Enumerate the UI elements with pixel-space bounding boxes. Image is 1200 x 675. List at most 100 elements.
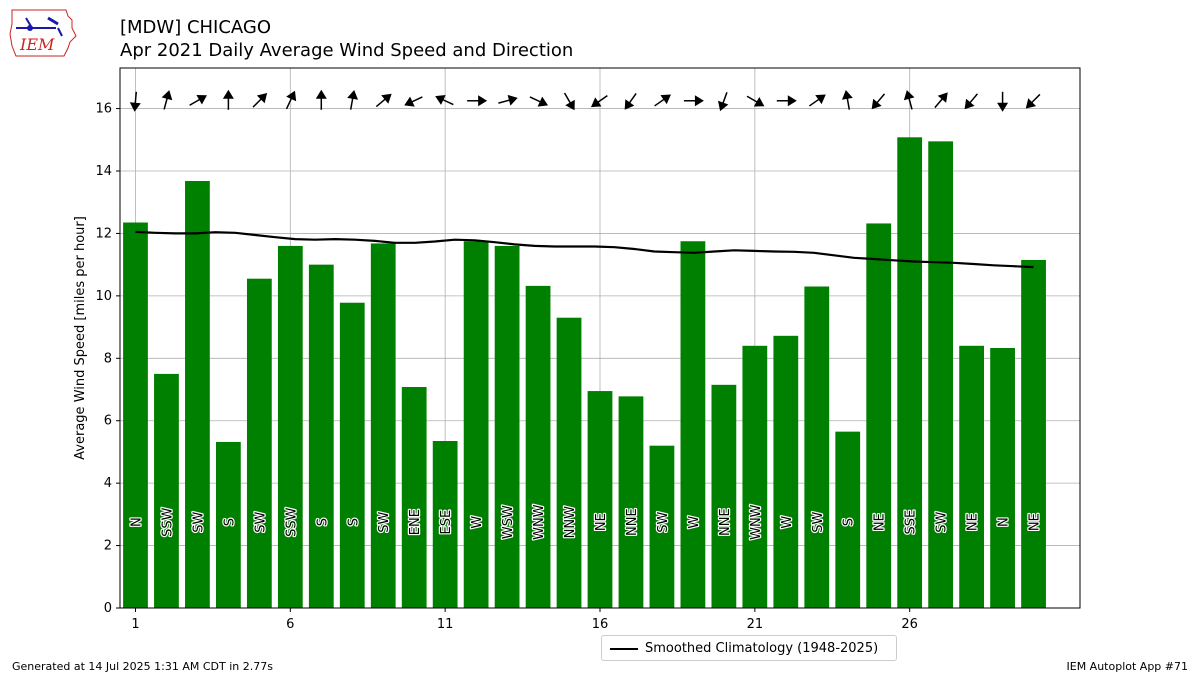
bar bbox=[618, 396, 644, 608]
direction-label: WSW bbox=[501, 505, 516, 539]
arrow-head bbox=[787, 95, 797, 107]
bar bbox=[587, 391, 613, 608]
iem-logo: IEM bbox=[6, 6, 80, 62]
bar bbox=[494, 245, 520, 609]
direction-label: SSW bbox=[284, 507, 299, 537]
direction-label: SSW bbox=[160, 507, 175, 537]
direction-label: NE bbox=[1028, 513, 1043, 531]
direction-label: S bbox=[315, 518, 330, 526]
arrow-head bbox=[256, 92, 268, 104]
direction-label: SW bbox=[253, 511, 268, 532]
wind-arrow bbox=[404, 96, 423, 107]
wind-arrow bbox=[563, 92, 575, 111]
arrow-head bbox=[841, 89, 853, 100]
arrow-shaft bbox=[189, 98, 201, 106]
arrow-shaft bbox=[934, 97, 944, 109]
direction-label: WNW bbox=[532, 504, 547, 540]
wind-arrow bbox=[435, 94, 454, 106]
wind-arrow bbox=[222, 89, 234, 110]
wind-arrow bbox=[624, 92, 637, 110]
x-tick-label: 6 bbox=[286, 617, 294, 632]
arrow-head bbox=[590, 97, 602, 108]
bar bbox=[401, 387, 427, 608]
direction-label: ESE bbox=[439, 510, 454, 535]
direction-label: SSE bbox=[904, 510, 919, 535]
x-tick-label: 11 bbox=[437, 617, 454, 632]
arrow-head bbox=[537, 96, 549, 107]
arrow-head bbox=[718, 100, 729, 112]
logo-text: IEM bbox=[19, 35, 55, 54]
wind-arrow bbox=[718, 92, 729, 112]
arrow-head bbox=[507, 94, 518, 106]
wind-arrow bbox=[285, 90, 297, 110]
bars bbox=[123, 137, 1046, 609]
bar bbox=[711, 384, 737, 608]
wind-arrow bbox=[903, 90, 915, 110]
bar bbox=[216, 441, 241, 608]
chart-title: [MDW] CHICAGO bbox=[120, 17, 272, 38]
bar bbox=[308, 264, 334, 608]
arrow-head bbox=[478, 95, 488, 107]
arrow-head bbox=[381, 93, 392, 104]
arrow-shaft bbox=[163, 97, 168, 110]
wind-arrow bbox=[347, 89, 359, 110]
x-tick-label: 21 bbox=[747, 617, 764, 632]
direction-label: SW bbox=[377, 511, 392, 532]
y-tick-label: 0 bbox=[104, 601, 112, 616]
arrow-head bbox=[624, 99, 635, 110]
x-tick-label: 1 bbox=[131, 617, 139, 632]
direction-label: N bbox=[129, 517, 144, 527]
app-credit: IEM Autoplot App #71 bbox=[1066, 660, 1189, 673]
arrow-head bbox=[903, 90, 915, 101]
arrow-head bbox=[435, 94, 446, 105]
direction-label: W bbox=[687, 516, 702, 529]
arrow-shaft bbox=[876, 93, 886, 104]
arrow-head bbox=[694, 95, 704, 107]
bar bbox=[556, 317, 582, 608]
bar bbox=[959, 345, 984, 608]
arrow-shaft bbox=[563, 92, 572, 104]
arrow-head bbox=[404, 96, 415, 107]
arrow-head bbox=[1025, 98, 1037, 109]
wind-arrow bbox=[654, 94, 671, 107]
y-tick-label: 16 bbox=[95, 102, 112, 117]
arrow-shaft bbox=[628, 92, 637, 104]
arrow-head bbox=[129, 102, 141, 112]
arrow-shaft bbox=[722, 92, 728, 104]
bar bbox=[773, 335, 799, 608]
generated-timestamp: Generated at 14 Jul 2025 1:31 AM CDT in … bbox=[12, 660, 273, 673]
arrow-shaft bbox=[746, 95, 758, 103]
bar bbox=[525, 285, 551, 608]
y-tick-label: 10 bbox=[95, 289, 112, 304]
legend-line-swatch bbox=[610, 648, 638, 650]
arrow-shaft bbox=[969, 93, 978, 104]
wind-arrow bbox=[529, 96, 549, 107]
arrow-shaft bbox=[908, 97, 913, 110]
arrow-shaft bbox=[134, 91, 138, 104]
y-tick-label: 2 bbox=[104, 539, 112, 554]
wind-arrow bbox=[997, 91, 1009, 112]
arrow-shaft bbox=[442, 98, 454, 106]
arrow-head bbox=[315, 89, 327, 99]
wind-arrow bbox=[964, 93, 978, 110]
arrow-head bbox=[871, 98, 882, 110]
bar bbox=[680, 241, 706, 608]
wind-arrow bbox=[375, 93, 392, 108]
direction-label: SW bbox=[191, 511, 206, 532]
direction-label: S bbox=[842, 518, 857, 526]
arrow-head bbox=[347, 89, 359, 100]
wind-arrow bbox=[841, 89, 853, 110]
direction-label: S bbox=[222, 518, 237, 526]
wind-arrow bbox=[871, 93, 886, 110]
arrow-head bbox=[286, 90, 297, 102]
direction-label: N bbox=[997, 517, 1012, 527]
direction-label: NNW bbox=[563, 506, 578, 538]
direction-label: S bbox=[346, 518, 361, 526]
arrow-head bbox=[937, 92, 948, 103]
arrow-shaft bbox=[375, 98, 387, 108]
direction-arrows bbox=[129, 89, 1041, 112]
wind-arrow bbox=[934, 92, 948, 109]
arrow-shaft bbox=[846, 97, 851, 110]
